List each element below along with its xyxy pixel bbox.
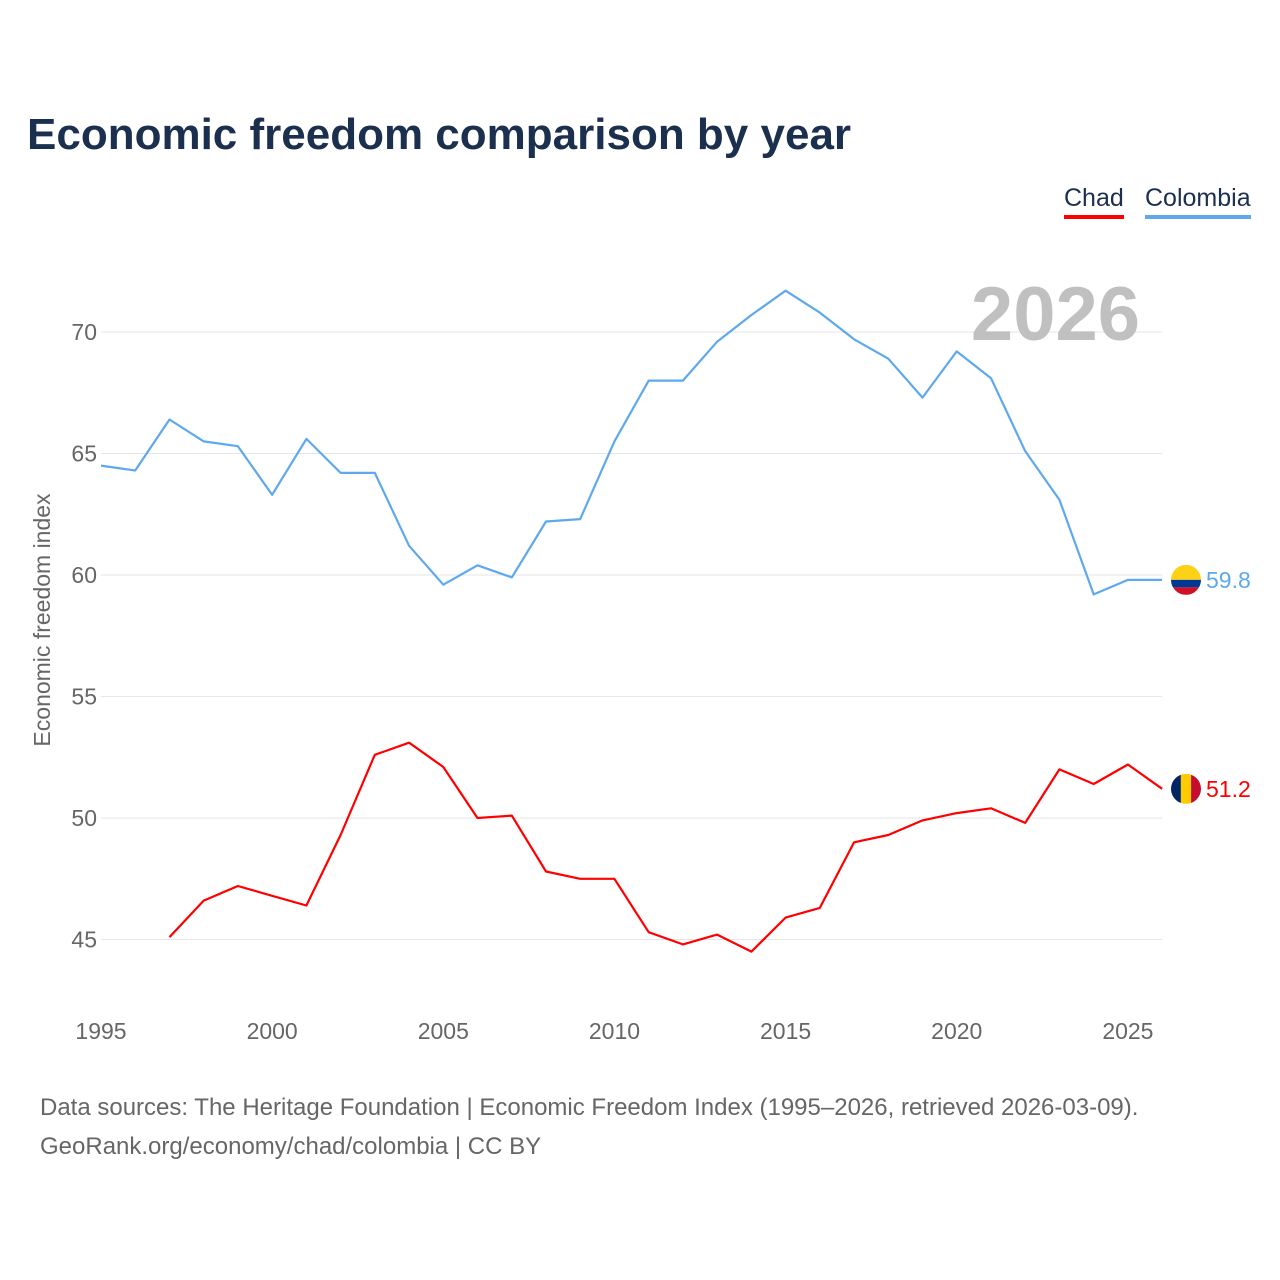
x-tick-label: 1995	[75, 1018, 126, 1044]
source-line-1: Data sources: The Heritage Foundation | …	[40, 1094, 1139, 1121]
end-value-label-chad: 51.2	[1206, 776, 1251, 802]
legend-chad[interactable]: Chad	[1064, 184, 1124, 219]
flag-stripe	[1180, 773, 1192, 804]
y-tick-label: 55	[71, 684, 97, 710]
y-tick-label: 45	[71, 927, 97, 953]
source-line-2[interactable]: GeoRank.org/economy/chad/colombia | CC B…	[40, 1133, 542, 1160]
year-watermark: 2026	[971, 272, 1140, 357]
flag-stripe	[1171, 579, 1201, 588]
x-tick-label: 2020	[931, 1018, 982, 1044]
legend-colombia[interactable]: Colombia	[1145, 184, 1251, 219]
y-tick-label: 70	[71, 319, 97, 345]
x-tick-label: 2000	[247, 1018, 298, 1044]
y-tick-label: 60	[71, 562, 97, 588]
x-tick-label: 2015	[760, 1018, 811, 1044]
y-tick-label: 50	[71, 805, 97, 831]
series-line-chad	[168, 741, 1163, 953]
x-tick-label: 2010	[589, 1018, 640, 1044]
x-tick-label: 2025	[1102, 1018, 1153, 1044]
y-axis-label: Economic freedom index	[29, 493, 55, 747]
chart-title: Economic freedom comparison by year	[27, 110, 852, 159]
flag-stripe	[1171, 564, 1201, 580]
end-value-label-colombia: 59.8	[1206, 567, 1251, 593]
x-tick-label: 2005	[418, 1018, 469, 1044]
flag-colombia-icon	[1171, 564, 1201, 595]
source-note: Data sources: The Heritage Foundation | …	[40, 1088, 1138, 1166]
flag-stripe	[1171, 773, 1181, 804]
y-tick-label: 65	[71, 441, 97, 467]
flag-stripe	[1171, 587, 1201, 595]
series-line-colombia	[100, 289, 1163, 596]
flag-stripe	[1191, 773, 1201, 804]
flag-chad-icon	[1171, 773, 1201, 804]
